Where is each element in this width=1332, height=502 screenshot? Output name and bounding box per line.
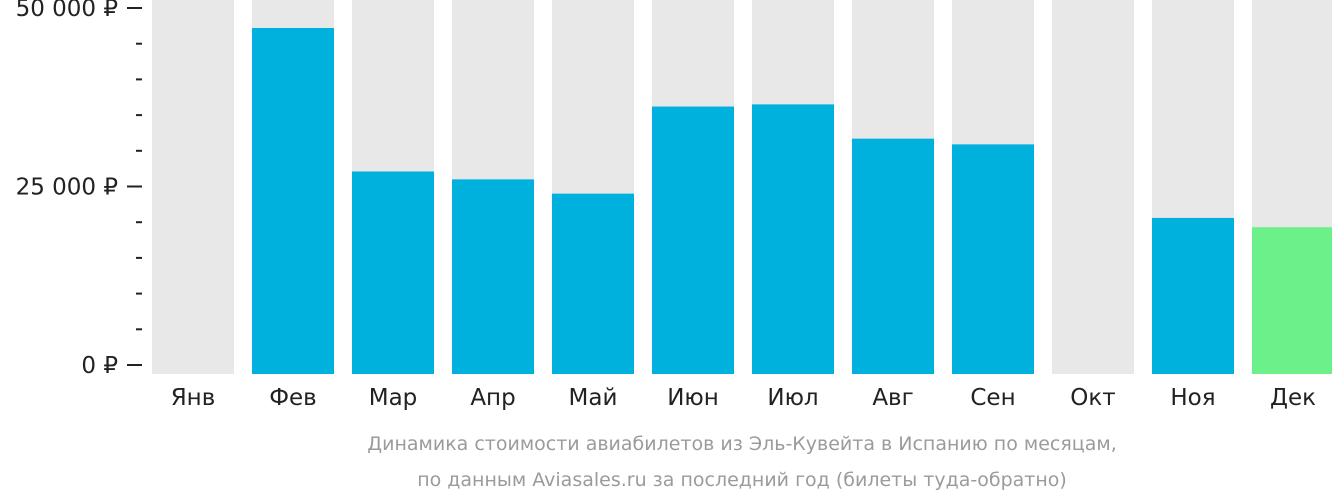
x-tick-label: Окт [1070, 385, 1115, 411]
chart-title: Динамика стоимости авиабилетов из Эль-Ку… [367, 433, 1117, 455]
x-tick-label: Дек [1270, 385, 1316, 411]
x-tick-label: Фев [269, 385, 317, 411]
price-bar-chart: 0 ₽ 25 000 ₽ 50 000 ₽ Янв Фев Мар Апр Май Июн Ию… [16, 0, 1332, 411]
y-tick-label: 0 ₽ [81, 353, 118, 379]
x-tick-label: Июл [767, 385, 818, 411]
x-tick-label: Мар [369, 385, 418, 411]
x-axis: Янв Фев Мар Апр Май Июн Июл Авг Сен Окт Ноя Дек [171, 385, 1316, 411]
y-tick-label: 25 000 ₽ [16, 175, 118, 201]
chart-subtitle: по данным Aviasales.ru за последний год … [417, 469, 1067, 491]
x-tick-label: Сен [970, 385, 1015, 411]
x-tick-label: Ноя [1170, 385, 1215, 411]
bar-Апр[interactable] [452, 179, 534, 374]
x-tick-label: Май [569, 385, 618, 411]
bar-Июн[interactable] [652, 106, 734, 375]
x-tick-label: Янв [171, 385, 216, 411]
x-tick-label: Авг [872, 385, 913, 411]
y-tick-label: 50 000 ₽ [16, 0, 118, 22]
x-tick-label: Апр [470, 385, 515, 411]
bar-Фев[interactable] [252, 27, 334, 374]
bar-Май[interactable] [552, 193, 634, 374]
x-tick-label: Июн [667, 385, 719, 411]
data-bars [252, 27, 1332, 375]
bar-Сен[interactable] [952, 144, 1034, 374]
bar-background [152, 0, 234, 374]
bar-Ноя[interactable] [1152, 217, 1234, 374]
bar-Июл[interactable] [752, 104, 834, 374]
y-axis: 0 ₽ 25 000 ₽ 50 000 ₽ [16, 0, 142, 379]
bar-background [1052, 0, 1134, 374]
bar-Авг[interactable] [852, 138, 934, 374]
bar-Дек[interactable] [1252, 227, 1332, 374]
bar-Мар[interactable] [352, 171, 434, 374]
